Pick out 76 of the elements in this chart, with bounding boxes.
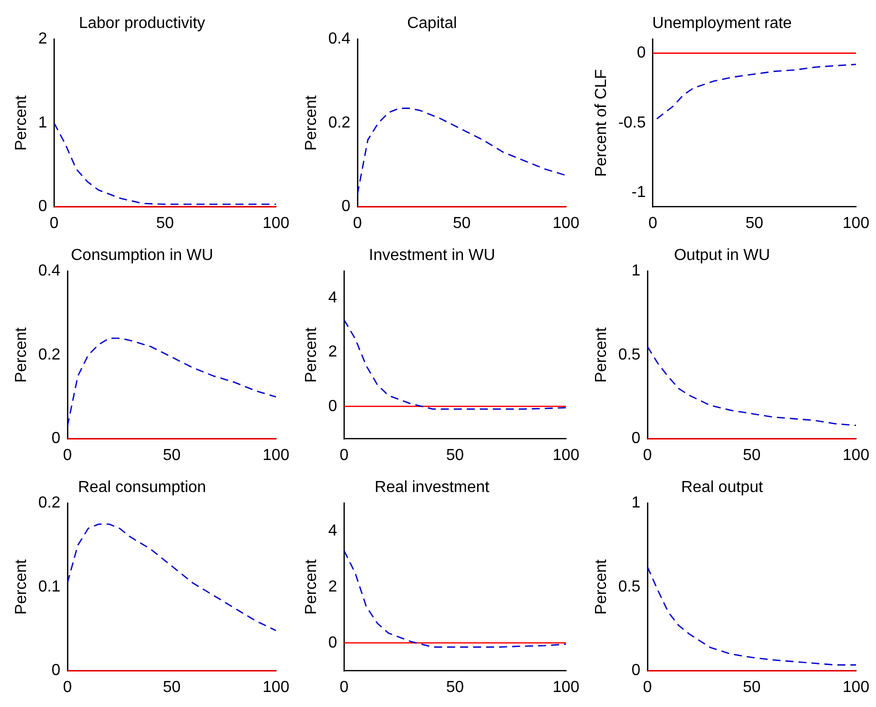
y-axis-title: Percent of CLF xyxy=(593,68,610,177)
y-tick-label: 0 xyxy=(52,662,61,680)
y-tick-label: 0.5 xyxy=(618,578,641,596)
y-tick-label: 2 xyxy=(328,578,338,596)
x-tick-label: 50 xyxy=(162,446,181,464)
y-tick-label: 0 xyxy=(38,198,48,216)
y-tick-label: 1 xyxy=(632,494,641,512)
y-axis-title: Percent xyxy=(13,94,30,151)
y-axis-title: Percent xyxy=(303,558,320,615)
line-series xyxy=(54,122,276,205)
y-tick-label: 0 xyxy=(342,198,351,216)
chart-title: Capital xyxy=(407,15,457,32)
line-series xyxy=(647,566,856,666)
x-tick-label: 50 xyxy=(452,214,471,232)
x-tick-label: 50 xyxy=(742,446,761,464)
y-tick-label: 1 xyxy=(38,114,48,132)
y-tick-label: 2 xyxy=(328,344,338,361)
y-tick-label: 0.4 xyxy=(38,262,61,280)
y-tick-label: 0.5 xyxy=(618,346,641,364)
chart-title: Output in WU xyxy=(674,247,770,264)
x-tick-label: 100 xyxy=(552,678,580,696)
x-tick-label: 100 xyxy=(262,446,290,464)
chart-title: Real investment xyxy=(374,479,490,496)
line-series xyxy=(67,338,276,427)
x-tick-label: 50 xyxy=(446,678,464,696)
y-tick-label: 0 xyxy=(632,430,641,448)
x-tick-label: 0 xyxy=(62,678,72,696)
chart-title: Unemployment rate xyxy=(652,15,792,32)
y-tick-label: 0.2 xyxy=(38,346,61,364)
y-axis-title: Percent xyxy=(303,326,320,383)
y-tick-label: 1 xyxy=(632,262,641,280)
y-tick-label: 0 xyxy=(52,430,61,448)
chart-title: Real consumption xyxy=(78,479,206,496)
x-tick-label: 100 xyxy=(262,214,290,232)
x-tick-label: 50 xyxy=(742,678,761,696)
x-tick-label: 0 xyxy=(62,446,72,464)
y-tick-label: 4 xyxy=(328,522,338,540)
line-series xyxy=(344,550,566,648)
x-tick-label: 0 xyxy=(648,214,658,232)
chart-title: Real output xyxy=(681,479,764,496)
x-tick-label: 100 xyxy=(552,214,580,232)
line-series xyxy=(656,64,856,120)
y-axis-title: Percent xyxy=(593,326,610,383)
chart-title: Labor productivity xyxy=(78,15,206,32)
y-tick-label: 0 xyxy=(328,634,338,652)
x-tick-label: 100 xyxy=(842,214,870,232)
x-tick-label: 50 xyxy=(446,446,464,464)
y-tick-label: 0.2 xyxy=(38,494,61,512)
line-series xyxy=(357,108,566,195)
y-tick-label: 0 xyxy=(328,398,338,415)
y-tick-label: 0 xyxy=(636,44,646,62)
x-tick-label: 100 xyxy=(262,678,290,696)
x-tick-label: 0 xyxy=(352,214,362,232)
y-tick-label: 2 xyxy=(38,30,48,48)
y-tick-label: 0.1 xyxy=(38,578,61,596)
line-series xyxy=(67,524,276,632)
y-tick-label: 0.4 xyxy=(328,30,351,48)
y-axis-title: Percent xyxy=(593,558,610,615)
line-series xyxy=(344,319,566,410)
x-tick-label: 50 xyxy=(162,678,181,696)
y-axis-title: Percent xyxy=(303,94,320,151)
x-tick-label: 100 xyxy=(842,446,870,464)
x-tick-label: 50 xyxy=(156,214,174,232)
chart-title: Investment in WU xyxy=(368,247,496,264)
y-tick-label: -1 xyxy=(632,184,646,202)
x-tick-label: 100 xyxy=(842,678,870,696)
x-tick-label: 100 xyxy=(552,446,580,464)
chart-title: Consumption in WU xyxy=(70,247,214,264)
y-tick-label: 4 xyxy=(328,290,338,307)
x-tick-label: 50 xyxy=(745,214,764,232)
y-tick-label: 0.2 xyxy=(328,114,351,132)
y-tick-label: 0 xyxy=(632,662,641,680)
y-tick-label: -0.5 xyxy=(618,114,646,132)
line-series xyxy=(647,346,856,426)
y-axis-title: Percent xyxy=(13,326,30,383)
y-axis-title: Percent xyxy=(13,558,30,615)
